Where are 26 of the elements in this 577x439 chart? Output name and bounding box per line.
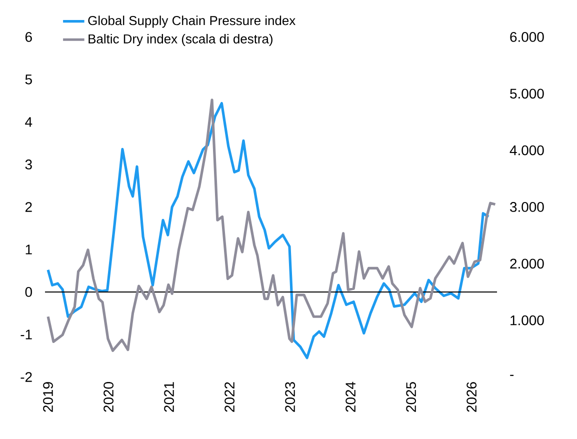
y2-tick-label: 2.000 (510, 258, 544, 269)
y-tick-label: 0 (25, 287, 32, 297)
x-tick-label: 2021 (164, 382, 174, 412)
y2-tick-label: - (510, 374, 514, 376)
x-tick-label: 2023 (285, 382, 296, 412)
y-tick-label: 2 (25, 202, 32, 212)
legend-label: Global Supply Chain Pressure index (88, 16, 296, 28)
y-tick-label: 3 (25, 160, 32, 170)
y-tick-label: 4 (25, 117, 32, 127)
x-tick-label: 2020 (104, 382, 114, 412)
y-tick-label: 6 (25, 32, 32, 42)
x-tick-label: 2019 (43, 382, 53, 412)
y-tick-label: -2 (20, 372, 32, 382)
y2-tick-label: 1.000 (510, 315, 544, 326)
y-tick-label: 1 (26, 244, 32, 254)
y2-tick-label: 6.000 (510, 32, 544, 42)
y-tick-label: -1 (20, 330, 32, 340)
y2-tick-label: 4.000 (510, 145, 544, 156)
y2-tick-label: 5.000 (510, 88, 544, 99)
x-tick-label: 2022 (224, 382, 235, 412)
y-tick-label: 5 (25, 74, 32, 84)
x-tick-label: 2024 (346, 382, 356, 412)
x-tick-label: 2026 (466, 382, 477, 412)
y2-tick-label: 3.000 (510, 202, 544, 212)
x-tick-label: 2025 (406, 382, 416, 412)
legend-label: Baltic Dry index (scala di destra) (88, 34, 272, 46)
